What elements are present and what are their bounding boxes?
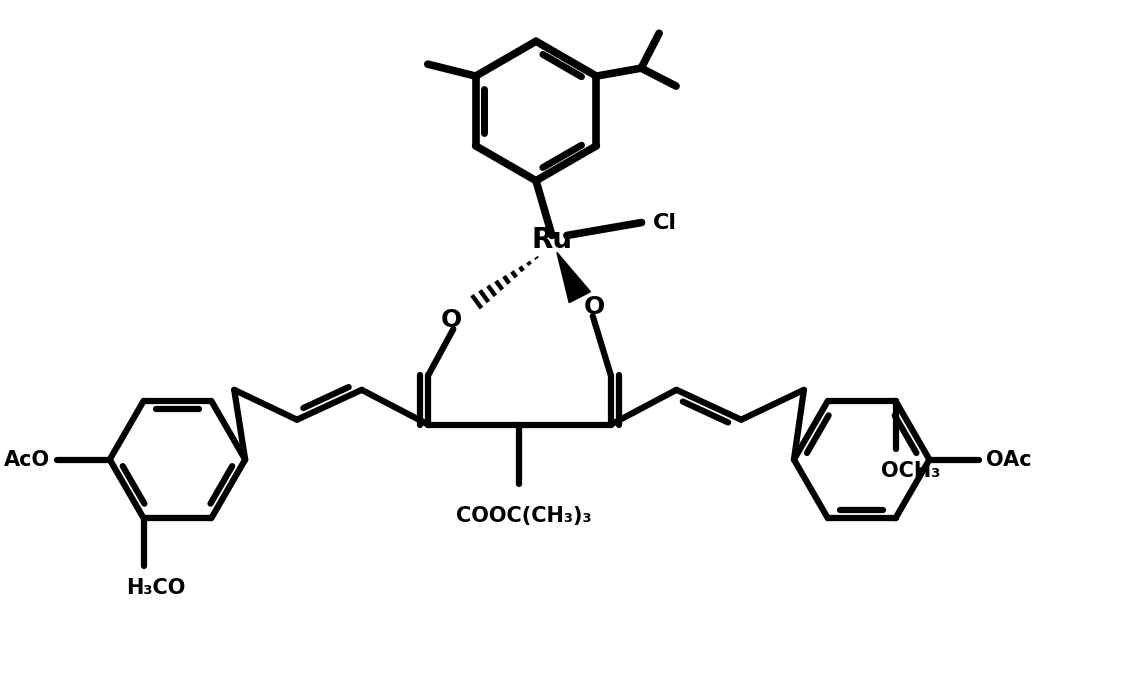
Text: Ru: Ru (531, 227, 573, 254)
Text: O: O (584, 295, 605, 319)
Text: Cl: Cl (652, 213, 676, 233)
Text: COOC(CH₃)₃: COOC(CH₃)₃ (456, 506, 592, 526)
Polygon shape (557, 252, 591, 302)
Text: H₃CO: H₃CO (126, 578, 185, 598)
Text: OCH₃: OCH₃ (880, 461, 940, 481)
Text: O: O (440, 308, 462, 332)
Text: OAc: OAc (986, 450, 1032, 470)
Text: AcO: AcO (4, 450, 51, 470)
